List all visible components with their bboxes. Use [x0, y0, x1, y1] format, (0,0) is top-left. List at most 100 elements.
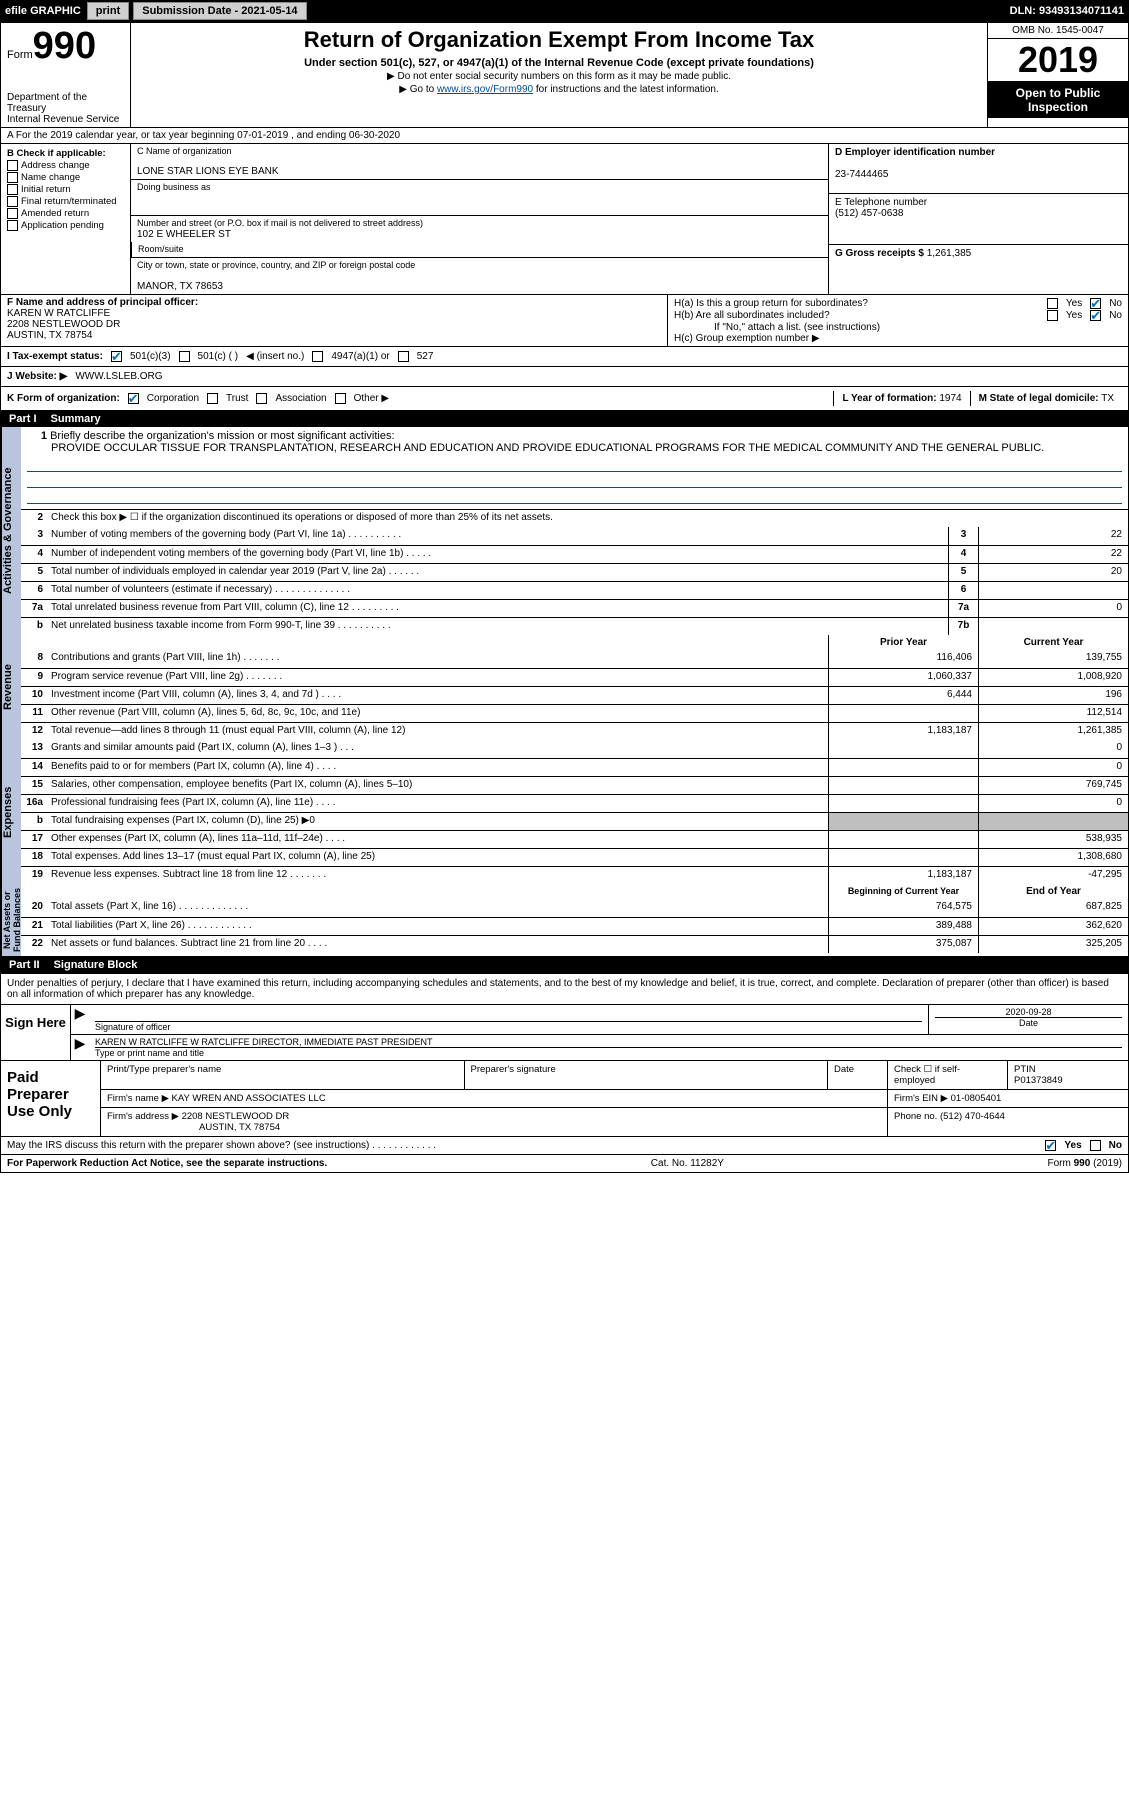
i-4947-chk[interactable] — [312, 351, 323, 362]
chk-amended[interactable] — [7, 208, 18, 219]
c-room-label: Room/suite — [138, 244, 184, 254]
chk-initial-return[interactable] — [7, 184, 18, 195]
line-7a: 7a Total unrelated business revenue from… — [21, 599, 1128, 617]
officer-name-cell: KAREN W RATCLIFFE W RATCLIFFE DIRECTOR, … — [89, 1035, 1128, 1060]
f-name: KAREN W RATCLIFFE — [7, 308, 110, 319]
prep-name-hdr: Print/Type preparer's name — [101, 1061, 465, 1089]
line-3: 3 Number of voting members of the govern… — [21, 527, 1128, 545]
discuss-yes-chk[interactable] — [1045, 1140, 1056, 1151]
j-website: WWW.LSLEB.ORG — [75, 371, 162, 382]
form-number: 990 — [33, 25, 96, 68]
f-addr2: AUSTIN, TX 78754 — [7, 330, 92, 341]
part-ii-num: Part II — [9, 959, 40, 971]
form-title: Return of Organization Exempt From Incom… — [139, 27, 979, 53]
line-17: 17 Other expenses (Part IX, column (A), … — [21, 830, 1128, 848]
row-k-form-org: K Form of organization: Corporation Trus… — [1, 386, 1128, 410]
line-13: 13 Grants and similar amounts paid (Part… — [21, 740, 1128, 758]
chk-name-change[interactable] — [7, 172, 18, 183]
chk-app-pending[interactable] — [7, 220, 18, 231]
sign-here-label: Sign Here — [1, 1005, 71, 1060]
d-ein-cell: D Employer identification number 23-7444… — [829, 144, 1128, 194]
end-year-hdr: End of Year — [978, 884, 1128, 899]
line-6: 6 Total number of volunteers (estimate i… — [21, 581, 1128, 599]
c-city-cell: City or town, state or province, country… — [131, 258, 828, 294]
f-label: F Name and address of principal officer: — [7, 297, 198, 308]
discuss-no-chk[interactable] — [1090, 1140, 1101, 1151]
prior-year-hdr: Prior Year — [828, 635, 978, 650]
part-ii-header: Part II Signature Block — [1, 956, 1128, 973]
open-to-public: Open to Public Inspection — [988, 82, 1128, 118]
form-word: Form — [7, 49, 33, 61]
c-addr: 102 E WHEELER ST — [137, 229, 231, 240]
line-10: 10 Investment income (Part VIII, column … — [21, 686, 1128, 704]
form-note-2: ▶ Go to www.irs.gov/Form990 for instruct… — [139, 84, 979, 95]
irs-link[interactable]: www.irs.gov/Form990 — [437, 84, 533, 95]
sign-here-block: Sign Here ▶ Signature of officer 2020-09… — [1, 1004, 1128, 1060]
current-year-hdr: Current Year — [978, 635, 1128, 650]
c-addr-cell: Number and street (or P.O. box if mail i… — [131, 216, 828, 258]
block-b-to-g: B Check if applicable: Address change Na… — [1, 143, 1128, 294]
subdate-label: Submission Date - — [142, 5, 241, 17]
e-phone-cell: E Telephone number (512) 457-0638 — [829, 194, 1128, 244]
line-16a: 16a Professional fundraising fees (Part … — [21, 794, 1128, 812]
hb-yes-chk[interactable] — [1047, 310, 1058, 321]
vtab-governance: Activities & Governance — [1, 427, 21, 635]
c-dba-cell: Doing business as — [131, 180, 828, 216]
form-990: Form 990 Department of the Treasury Inte… — [0, 22, 1129, 1173]
dln-cell: DLN: 93493134071141 — [1006, 5, 1128, 17]
line-12: 12 Total revenue—add lines 8 through 11 … — [21, 722, 1128, 740]
line-4: 4 Number of independent voting members o… — [21, 545, 1128, 563]
part-i-title: Summary — [51, 413, 101, 425]
col-c: C Name of organization LONE STAR LIONS E… — [131, 144, 828, 294]
c-city: MANOR, TX 78653 — [137, 281, 822, 292]
summary-revenue: Revenue Prior Year Current Year 8 Contri… — [1, 635, 1128, 740]
prep-ptin-cell: PTIN P01373849 — [1008, 1061, 1128, 1089]
col-d-e-g: D Employer identification number 23-7444… — [828, 144, 1128, 294]
ha-yes-chk[interactable] — [1047, 298, 1058, 309]
submission-date-button[interactable]: Submission Date - 2021-05-14 — [133, 2, 306, 20]
line-2: 2Check this box ▶ ☐ if the organization … — [21, 509, 1128, 527]
col-b-checkboxes: B Check if applicable: Address change Na… — [1, 144, 131, 294]
omb-number: OMB No. 1545-0047 — [988, 23, 1128, 39]
line-1-mission: 1 Briefly describe the organization's mi… — [21, 427, 1128, 509]
sign-date-cell: 2020-09-28 Date — [928, 1005, 1128, 1034]
paperwork-notice: For Paperwork Reduction Act Notice, see … — [7, 1158, 327, 1169]
line-20: 20 Total assets (Part X, line 16) . . . … — [21, 899, 1128, 917]
header-left: Form 990 Department of the Treasury Inte… — [1, 23, 131, 127]
i-501c-chk[interactable] — [179, 351, 190, 362]
c-org-name-cell: C Name of organization LONE STAR LIONS E… — [131, 144, 828, 180]
line-15: 15 Salaries, other compensation, employe… — [21, 776, 1128, 794]
col-h-group: H(a) Is this a group return for subordin… — [668, 295, 1128, 346]
hb-no-chk[interactable] — [1090, 310, 1101, 321]
vtab-expenses: Expenses — [1, 740, 21, 884]
chk-address-change[interactable] — [7, 160, 18, 171]
d-label: D Employer identification number — [835, 147, 995, 158]
i-label: I Tax-exempt status: — [7, 351, 103, 362]
line-18: 18 Total expenses. Add lines 13–17 (must… — [21, 848, 1128, 866]
i-527-chk[interactable] — [398, 351, 409, 362]
k-other-chk[interactable] — [335, 393, 346, 404]
k-trust-chk[interactable] — [207, 393, 218, 404]
c-addr-label: Number and street (or P.O. box if mail i… — [137, 218, 423, 228]
k-label: K Form of organization: — [7, 393, 120, 404]
form-subtitle: Under section 501(c), 527, or 4947(a)(1)… — [139, 57, 979, 69]
e-phone: (512) 457-0638 — [835, 208, 903, 219]
tax-year: 2019 — [988, 39, 1128, 82]
arrow-icon: ▶ — [71, 1005, 89, 1034]
k-assoc-chk[interactable] — [256, 393, 267, 404]
line-14: 14 Benefits paid to or for members (Part… — [21, 758, 1128, 776]
prep-sig-hdr: Preparer's signature — [465, 1061, 829, 1089]
c-org-name: LONE STAR LIONS EYE BANK — [137, 166, 822, 177]
beg-year-hdr: Beginning of Current Year — [828, 884, 978, 899]
line-9: 9 Program service revenue (Part VIII, li… — [21, 668, 1128, 686]
k-corp-chk[interactable] — [128, 393, 139, 404]
dept-treasury: Department of the Treasury Internal Reve… — [7, 92, 124, 125]
i-501c3-chk[interactable] — [111, 351, 122, 362]
chk-final-return[interactable] — [7, 196, 18, 207]
col-header-boy-eoy: Beginning of Current Year End of Year — [21, 884, 1128, 899]
paid-preparer-label: Paid Preparer Use Only — [1, 1061, 101, 1136]
vtab-revenue: Revenue — [1, 635, 21, 740]
print-button[interactable]: print — [87, 2, 129, 20]
firm-phone-cell: Phone no. (512) 470-4644 — [888, 1108, 1128, 1136]
ha-label: H(a) Is this a group return for subordin… — [674, 298, 868, 309]
